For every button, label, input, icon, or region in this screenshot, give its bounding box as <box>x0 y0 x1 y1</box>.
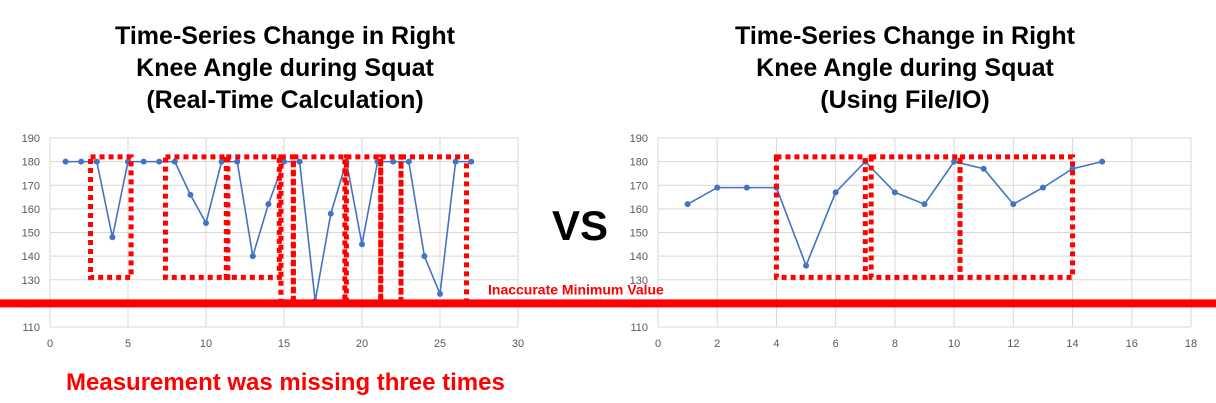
data-point <box>359 241 365 248</box>
data-point <box>62 158 69 165</box>
y-tick-label: 190 <box>22 133 40 145</box>
x-tick-label: 5 <box>125 338 131 350</box>
data-point <box>281 158 287 165</box>
data-point <box>832 189 839 196</box>
x-tick-label: 6 <box>833 338 839 350</box>
data-point <box>93 158 100 165</box>
y-tick-label: 160 <box>22 204 40 216</box>
left-chart-title: Time-Series Change in Right Knee Angle d… <box>115 22 455 114</box>
x-tick-label: 15 <box>278 338 290 350</box>
highlight-box <box>957 154 1076 280</box>
data-point <box>405 158 412 165</box>
data-point <box>187 191 194 198</box>
left-chart: 110120130140150160170180190051015202530 <box>22 133 524 350</box>
x-tick-label: 20 <box>356 338 368 350</box>
y-tick-label: 170 <box>630 180 648 192</box>
y-tick-label: 140 <box>22 251 40 263</box>
x-tick-label: 18 <box>1185 338 1197 350</box>
inaccurate-minimum-label: Inaccurate Minimum Value <box>488 281 664 297</box>
y-tick-label: 110 <box>22 322 40 334</box>
missing-measurement-note: Measurement was missing three times <box>66 369 505 396</box>
data-point <box>684 201 691 208</box>
x-tick-label: 8 <box>892 338 898 350</box>
data-point <box>171 158 178 165</box>
highlight-box <box>398 154 470 306</box>
data-point <box>980 165 987 172</box>
data-point <box>921 201 928 208</box>
data-point <box>437 290 443 297</box>
y-tick-label: 150 <box>630 228 648 240</box>
data-point <box>743 184 750 191</box>
y-tick-label: 140 <box>630 251 648 263</box>
data-point <box>468 158 475 165</box>
data-point <box>218 158 225 165</box>
y-tick-label: 160 <box>630 204 648 216</box>
x-tick-label: 10 <box>200 338 212 350</box>
data-point <box>203 220 209 227</box>
data-point <box>891 189 898 196</box>
data-point <box>714 184 721 191</box>
data-point <box>951 158 958 165</box>
vs-label: VS <box>552 202 609 249</box>
x-tick-label: 10 <box>948 338 960 350</box>
x-tick-label: 0 <box>47 338 53 350</box>
data-point <box>421 253 428 260</box>
data-point <box>1099 158 1106 165</box>
data-point <box>390 158 397 165</box>
x-tick-label: 2 <box>714 338 720 350</box>
data-point <box>803 262 810 269</box>
data-point <box>1069 165 1076 172</box>
highlight-box <box>378 154 404 306</box>
data-point <box>327 210 334 217</box>
y-tick-label: 130 <box>22 275 40 287</box>
highlight-box <box>868 154 963 280</box>
y-tick-label: 130 <box>630 275 648 287</box>
highlight-box <box>773 154 868 280</box>
y-tick-label: 150 <box>22 228 40 240</box>
y-tick-label: 180 <box>22 157 40 169</box>
right-chart-title: Time-Series Change in Right Knee Angle d… <box>735 22 1075 114</box>
data-point <box>234 158 241 165</box>
data-point <box>109 234 116 241</box>
y-tick-label: 170 <box>22 180 40 192</box>
data-point <box>78 158 85 165</box>
x-tick-label: 0 <box>655 338 661 350</box>
x-tick-label: 14 <box>1066 338 1078 350</box>
x-tick-label: 16 <box>1126 338 1138 350</box>
x-tick-label: 30 <box>512 338 524 350</box>
x-tick-label: 12 <box>1007 338 1019 350</box>
highlight-box <box>223 154 282 280</box>
highlight-box <box>162 154 231 280</box>
inaccurate-minimum-line <box>0 299 1216 308</box>
data-point <box>296 158 303 165</box>
y-tick-label: 110 <box>630 322 648 334</box>
highlight-box <box>343 154 384 306</box>
highlight-box <box>88 154 134 280</box>
x-tick-label: 4 <box>773 338 779 350</box>
x-tick-label: 25 <box>434 338 446 350</box>
data-point <box>1039 184 1046 191</box>
data-point <box>265 201 272 208</box>
data-point <box>452 158 459 165</box>
right-chart: 1101201301401501601701801900246810121416… <box>630 133 1197 350</box>
data-point <box>1010 201 1017 208</box>
data-point <box>140 158 147 165</box>
y-tick-label: 180 <box>630 157 648 169</box>
data-point <box>249 253 256 260</box>
y-tick-label: 190 <box>630 133 648 145</box>
data-point <box>156 158 163 165</box>
